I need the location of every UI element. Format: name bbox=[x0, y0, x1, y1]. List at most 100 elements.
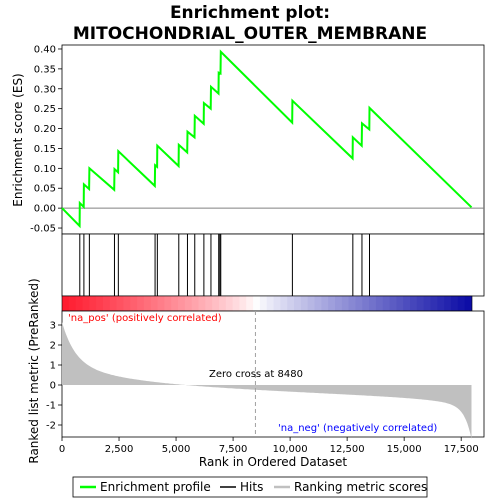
es-panel bbox=[61, 44, 485, 235]
color-bar-segment-21 bbox=[205, 296, 213, 311]
color-bar-segment-49 bbox=[396, 296, 404, 311]
color-bar-segment-17 bbox=[178, 296, 186, 311]
color-bar-segment-9 bbox=[123, 296, 131, 311]
hits-panel bbox=[61, 233, 485, 297]
x-tick-label-4: 10,000 bbox=[273, 444, 308, 455]
color-bar-segment-30 bbox=[266, 296, 275, 311]
color-bar-segment-18 bbox=[184, 296, 193, 311]
color-bar-segment-34 bbox=[294, 296, 302, 311]
color-bar-segment-6 bbox=[102, 296, 111, 311]
metric-panel bbox=[61, 310, 485, 438]
color-bar-segment-31 bbox=[273, 296, 281, 311]
pos-correlated-label: 'na_pos' (positively correlated) bbox=[68, 313, 222, 324]
es-y-tick-label-4: 0.15 bbox=[34, 144, 56, 155]
metric-y-axis-label: Ranked list metric (PreRanked) bbox=[27, 278, 41, 463]
color-bar-segment-24 bbox=[225, 296, 234, 311]
chart-title-line2: MITOCHONDRIAL_OUTER_MEMBRANE bbox=[73, 24, 427, 44]
x-tick-label-5: 12,500 bbox=[330, 444, 365, 455]
color-bar-segment-8 bbox=[116, 296, 125, 311]
color-bar-segment-16 bbox=[171, 296, 179, 311]
color-bar-segment-25 bbox=[232, 296, 241, 311]
x-tick-label-0: 0 bbox=[59, 444, 65, 455]
es-y-tick-label-8: 0.35 bbox=[34, 64, 56, 75]
color-bar-segment-12 bbox=[143, 296, 152, 311]
es-y-tick-label-3: 0.10 bbox=[34, 164, 56, 175]
hit-marks bbox=[79, 234, 370, 296]
color-bar-segment-11 bbox=[137, 296, 145, 311]
color-bar-segment-40 bbox=[334, 296, 343, 311]
color-bar-segment-19 bbox=[191, 296, 200, 311]
legend-enrichment-label: Enrichment profile bbox=[100, 480, 211, 494]
color-bar-segment-51 bbox=[410, 296, 418, 311]
color-bar-segment-10 bbox=[130, 296, 138, 311]
x-ticks: 0 2,500 5,000 7,500 10,000 12,500 15,000 17,500 bbox=[59, 437, 479, 455]
color-bar-segment-27 bbox=[246, 296, 254, 311]
color-bar-segment-26 bbox=[239, 296, 247, 311]
color-bar-segment-57 bbox=[450, 296, 459, 311]
color-bar-segment-42 bbox=[348, 296, 357, 311]
x-tick-label-1: 2,500 bbox=[105, 444, 134, 455]
color-bar-segment-53 bbox=[423, 296, 432, 311]
neg-correlated-label: 'na_neg' (negatively correlated) bbox=[278, 423, 437, 434]
es-y-tick-label-0: -0.05 bbox=[30, 224, 56, 235]
color-bar-segment-15 bbox=[164, 296, 172, 311]
metric-y-tick-label-2: 0 bbox=[50, 381, 56, 392]
color-bar-segment-23 bbox=[218, 296, 227, 311]
color-bar-segment-44 bbox=[362, 296, 370, 311]
color-bar-segment-28 bbox=[253, 296, 261, 311]
x-tick-label-3: 7,500 bbox=[219, 444, 248, 455]
es-y-tick-label-9: 0.40 bbox=[34, 44, 56, 55]
x-tick-label-6: 15,000 bbox=[387, 444, 422, 455]
color-bar-segment-20 bbox=[198, 296, 206, 311]
es-y-axis-label: Enrichment score (ES) bbox=[11, 73, 25, 206]
metric-y-tick-label-1: -1 bbox=[46, 401, 56, 412]
legend-metric-label: Ranking metric scores bbox=[294, 480, 427, 494]
x-axis-label: Rank in Ordered Dataset bbox=[199, 455, 347, 469]
es-y-tick-label-7: 0.30 bbox=[34, 84, 56, 95]
color-bar-segment-58 bbox=[457, 296, 466, 311]
chart-title-line1: Enrichment plot: bbox=[170, 3, 330, 23]
color-bar-segment-47 bbox=[382, 296, 391, 311]
x-tick-label-2: 5,000 bbox=[162, 444, 191, 455]
color-bar-segment-35 bbox=[300, 296, 309, 311]
color-bar-segment-46 bbox=[375, 296, 384, 311]
es-y-ticks: -0.05 0.00 0.05 0.10 0.15 0.20 0.25 0.30 0.35 0.4… bbox=[30, 44, 62, 235]
rank-color-bar bbox=[62, 296, 473, 311]
enrichment-profile-line bbox=[61, 49, 473, 229]
color-bar-segment-54 bbox=[430, 296, 438, 311]
color-bar-segment-48 bbox=[389, 296, 397, 311]
metric-y-tick-label-3: 1 bbox=[50, 361, 56, 372]
color-bar-segment-1 bbox=[68, 296, 77, 311]
color-bar-segment-22 bbox=[212, 296, 220, 311]
metric-y-tick-label-5: 3 bbox=[50, 321, 56, 332]
color-bar-segment-37 bbox=[314, 296, 322, 311]
color-bar-segment-39 bbox=[328, 296, 336, 311]
color-bar-segment-14 bbox=[157, 296, 165, 311]
color-bar-segment-4 bbox=[89, 296, 97, 311]
metric-y-tick-label-4: 2 bbox=[50, 341, 56, 352]
color-bar-segment-36 bbox=[307, 296, 316, 311]
es-y-tick-label-5: 0.20 bbox=[34, 124, 56, 135]
color-bar-segment-7 bbox=[109, 296, 118, 311]
legend-hits-label: Hits bbox=[240, 480, 263, 494]
color-bar-segment-38 bbox=[321, 296, 329, 311]
color-bar-segment-41 bbox=[341, 296, 350, 311]
zero-cross-label: Zero cross at 8480 bbox=[209, 369, 303, 380]
color-bar-segment-13 bbox=[150, 296, 159, 311]
metric-y-ticks: -2 -1 0 1 2 3 bbox=[46, 321, 62, 432]
color-bar-segment-50 bbox=[403, 296, 411, 311]
color-bar-segment-33 bbox=[287, 296, 295, 311]
es-y-tick-label-6: 0.25 bbox=[34, 104, 56, 115]
color-bar-segment-56 bbox=[444, 296, 452, 311]
color-bar-segment-5 bbox=[96, 296, 104, 311]
x-tick-label-7: 17,500 bbox=[444, 444, 479, 455]
color-bar-segment-45 bbox=[369, 296, 377, 311]
color-bar-segment-2 bbox=[75, 296, 84, 311]
metric-y-tick-label-0: -2 bbox=[46, 421, 56, 432]
color-bar-segment-32 bbox=[280, 296, 288, 311]
color-bar-segment-55 bbox=[437, 296, 445, 311]
es-y-tick-label-2: 0.05 bbox=[34, 184, 56, 195]
color-bar-segment-59 bbox=[464, 296, 473, 311]
color-bar-segment-43 bbox=[355, 296, 363, 311]
legend-box bbox=[72, 476, 428, 498]
